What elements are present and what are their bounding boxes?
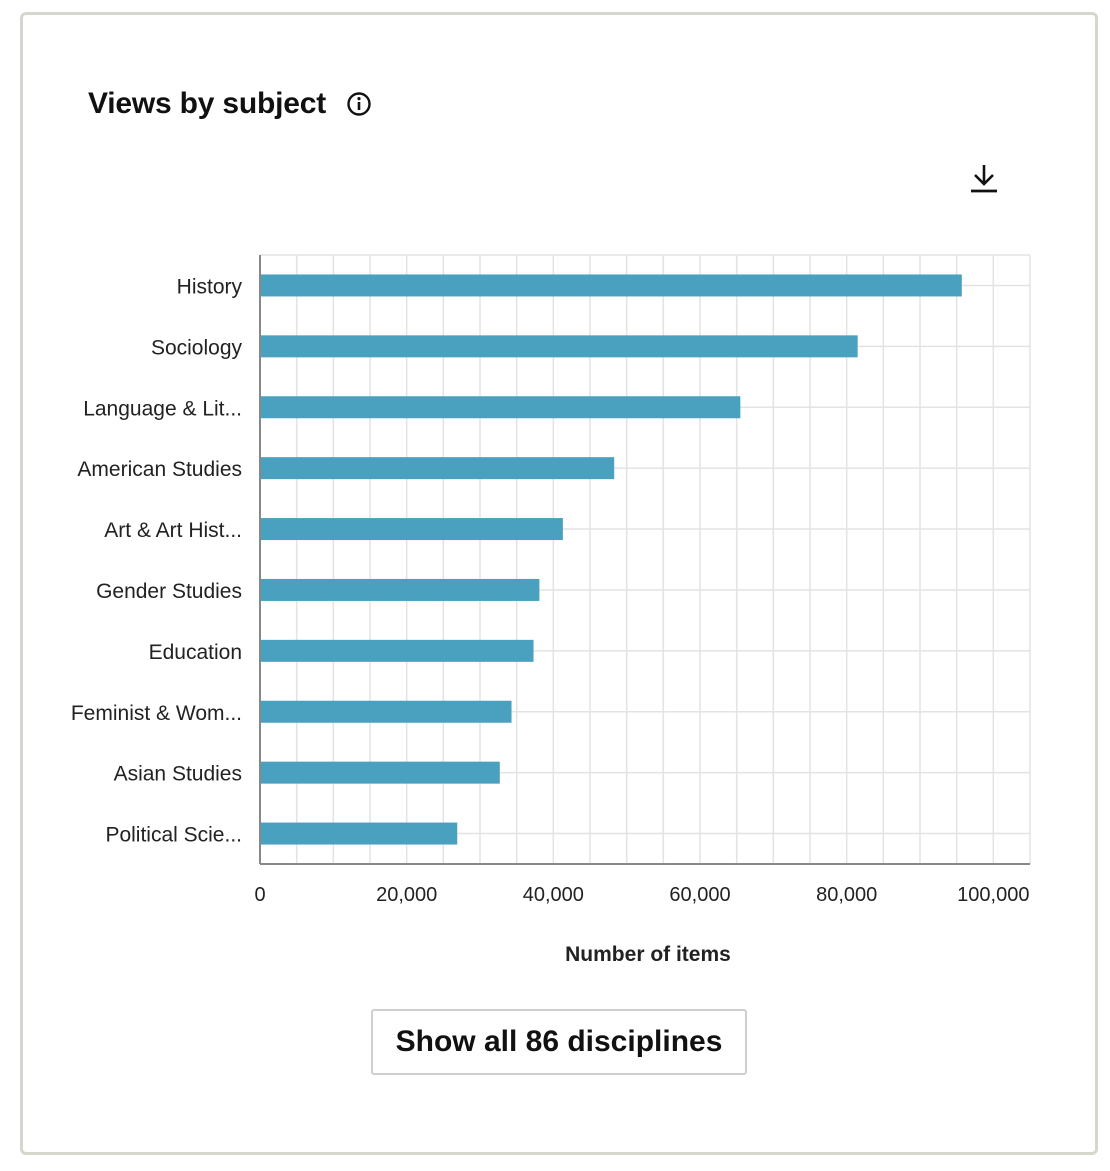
bar [260, 578, 540, 601]
bar [260, 639, 534, 662]
x-tick-labels: 0 20,000 40,000 60,000 80,000 100,000 [254, 884, 1029, 906]
bar [260, 396, 741, 419]
x-axis-label: Number of items [565, 943, 731, 966]
category-label: Feminist & Wom... [71, 702, 242, 725]
bar [260, 700, 512, 723]
category-label: Gender Studies [96, 580, 242, 603]
bar [260, 761, 500, 784]
views-by-subject-card: Views by subject History Sociology Languag… [20, 12, 1098, 1155]
x-tick-label: 40,000 [523, 884, 584, 906]
bar-chart: History Sociology Language & Lit... America… [23, 15, 1095, 995]
bar [260, 457, 615, 480]
card-title: Views by subject [88, 87, 327, 120]
bar [260, 518, 563, 541]
axes [259, 255, 1030, 865]
category-label: History [177, 275, 243, 298]
category-label: Asian Studies [114, 763, 242, 786]
category-label: Sociology [151, 336, 243, 359]
x-tick-label: 0 [254, 884, 265, 906]
download-icon[interactable] [967, 161, 1001, 195]
bars [260, 274, 962, 845]
info-circle-icon[interactable] [346, 91, 372, 117]
bar-chart-svg: History Sociology Language & Lit... America… [71, 254, 1031, 966]
bar [260, 274, 962, 297]
category-label: Education [149, 641, 242, 664]
x-tick-label: 100,000 [957, 884, 1029, 906]
category-label: Political Scie... [105, 824, 242, 847]
x-tick-label: 80,000 [816, 884, 877, 906]
card-header: Views by subject [88, 87, 372, 121]
bar [260, 822, 458, 845]
category-label: American Studies [77, 458, 242, 481]
category-label: Art & Art Hist... [104, 519, 242, 542]
x-tick-label: 60,000 [669, 884, 730, 906]
x-tick-label: 20,000 [376, 884, 437, 906]
show-all-disciplines-button[interactable]: Show all 86 disciplines [371, 1009, 747, 1075]
category-label: Language & Lit... [83, 397, 242, 420]
bar [260, 335, 858, 358]
category-labels: History Sociology Language & Lit... America… [71, 275, 243, 846]
